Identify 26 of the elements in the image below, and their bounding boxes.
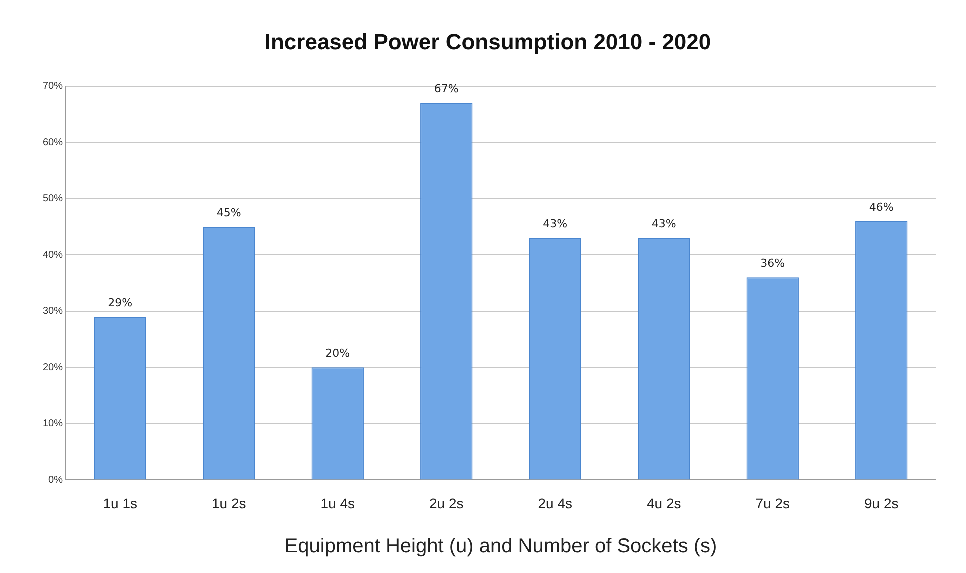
data-label: 67%	[434, 82, 459, 96]
x-tick-label: 1u 2s	[212, 495, 246, 512]
data-label: 45%	[216, 206, 242, 220]
y-tick-label: 30%	[43, 306, 64, 318]
y-tick-label: 40%	[43, 250, 64, 261]
x-tick-label: 2u 4s	[538, 495, 573, 512]
x-tick-label: 1u 1s	[103, 495, 138, 512]
data-label: 46%	[869, 200, 894, 214]
y-tick-label: 20%	[43, 362, 64, 374]
y-tick-label: 10%	[43, 418, 64, 430]
data-label: 43%	[652, 218, 676, 231]
data-label: 36%	[760, 257, 786, 270]
data-label: 43%	[543, 218, 568, 231]
x-axis-title: Equipment Height (u) and Number of Sockets (s)	[284, 536, 718, 558]
y-tick-label: 70%	[43, 81, 64, 92]
x-tick-label: 9u 2s	[864, 495, 899, 512]
x-tick-label: 1u 4s	[320, 495, 356, 512]
data-label: 20%	[326, 347, 350, 360]
x-tick-label: 7u 2s	[756, 495, 790, 512]
x-tick-label: 2u 2s	[430, 495, 464, 512]
y-tick-label: 0%	[48, 474, 64, 486]
x-tick-label: 4u 2s	[647, 495, 682, 512]
chart-title: Increased Power Consumption 2010 - 2020	[264, 29, 712, 54]
y-tick-label: 60%	[43, 137, 64, 148]
data-label: 29%	[108, 296, 133, 310]
y-tick-label: 50%	[43, 194, 64, 205]
